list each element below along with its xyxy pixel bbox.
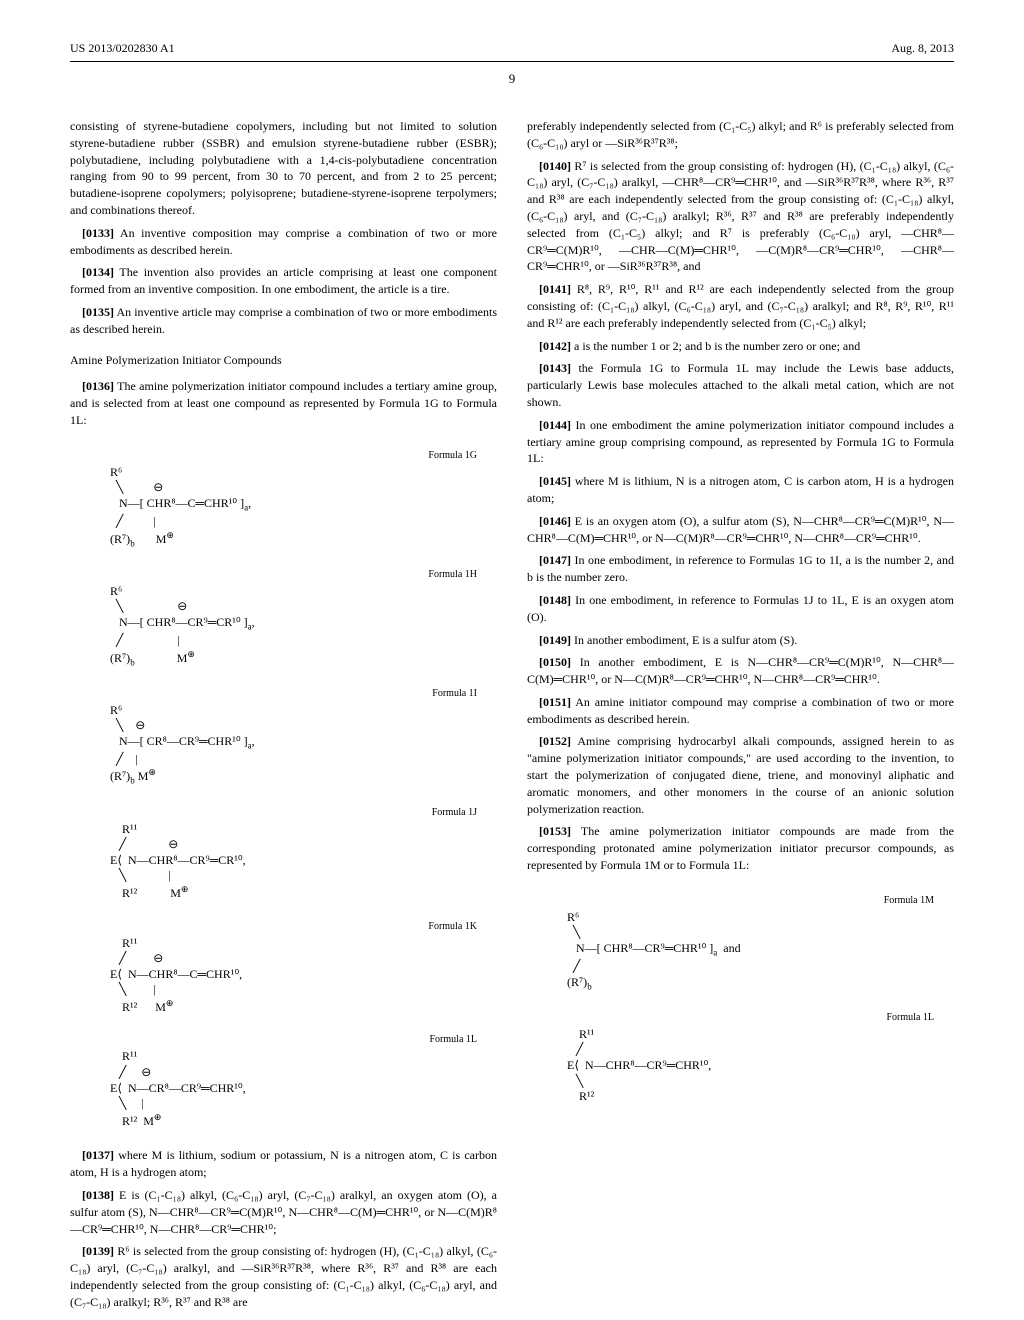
formula-1m-label: Formula 1M xyxy=(567,894,934,908)
formula-1h-structure: R⁶ ╲ ⊖ N—[ CHR⁸—CR⁹═CR¹⁰ ]a, ╱ | (R⁷)b M… xyxy=(110,584,497,669)
paragraph-0143: [0143] the Formula 1G to Formula 1L may … xyxy=(527,360,954,410)
para-text: E is an oxygen atom (O), a sulfur atom (… xyxy=(527,514,954,545)
formula-1i-label: Formula 1I xyxy=(110,687,477,701)
para-num: [0148] xyxy=(539,593,571,607)
para-num: [0140] xyxy=(539,159,571,173)
para-text: a is the number 1 or 2; and b is the num… xyxy=(574,339,860,353)
para-num: [0134] xyxy=(82,265,114,279)
paragraph-0145: [0145] where M is lithium, N is a nitrog… xyxy=(527,473,954,507)
para-text: Amine comprising hydrocarbyl alkali comp… xyxy=(527,734,954,815)
paragraph-0138: [0138] E is (C₁-C₁₈) alkyl, (C₆-C₁₈) ary… xyxy=(70,1187,497,1237)
para-text: An amine initiator compound may comprise… xyxy=(527,695,954,726)
paragraph-0153: [0153] The amine polymerization initiato… xyxy=(527,823,954,873)
formula-1j-label: Formula 1J xyxy=(110,806,477,820)
formula-1l2-label: Formula 1L xyxy=(567,1011,934,1025)
formula-1g-structure: R⁶ ╲ ⊖ N—[ CHR⁸—C═CHR¹⁰ ]a, ╱ | (R⁷)b M⊕ xyxy=(110,465,497,550)
para-text: R⁶ is selected from the group consisting… xyxy=(70,1244,497,1308)
para-text: the Formula 1G to Formula 1L may include… xyxy=(527,361,954,409)
para-text: In one embodiment, in reference to Formu… xyxy=(527,593,954,624)
right-column: preferably independently selected from (… xyxy=(527,118,954,1317)
paragraph-0135: [0135] An inventive article may comprise… xyxy=(70,304,497,338)
formula-1l2-structure: R¹¹ ╱ E⟨ N—CHR⁸—CR⁹═CHR¹⁰, ╲ R¹² xyxy=(567,1027,954,1105)
paragraph-0147: [0147] In one embodiment, in reference t… xyxy=(527,552,954,586)
para-text: In one embodiment, in reference to Formu… xyxy=(527,553,954,584)
para-text: An inventive article may comprise a comb… xyxy=(70,305,497,336)
formula-1l-label: Formula 1L xyxy=(110,1033,477,1047)
para-num: [0152] xyxy=(539,734,571,748)
paragraph-0150: [0150] In another embodiment, E is N—CHR… xyxy=(527,654,954,688)
content-columns: consisting of styrene-butadiene copolyme… xyxy=(70,118,954,1317)
formula-1k-structure: R¹¹ ╱ ⊖ E⟨ N—CHR⁸—C═CHR¹⁰, ╲ | R¹² M⊕ xyxy=(110,936,497,1016)
para-num: [0136] xyxy=(82,379,114,393)
para-text: E is (C₁-C₁₈) alkyl, (C₆-C₁₈) aryl, (C₇-… xyxy=(70,1188,497,1236)
para-num: [0139] xyxy=(82,1244,114,1258)
para-num: [0146] xyxy=(539,514,571,528)
para-num: [0142] xyxy=(539,339,571,353)
page-header: US 2013/0202830 A1 Aug. 8, 2013 xyxy=(70,40,954,62)
para-num: [0145] xyxy=(539,474,571,488)
paragraph-0144: [0144] In one embodiment the amine polym… xyxy=(527,417,954,467)
para-text: The amine polymerization initiator compo… xyxy=(527,824,954,872)
para-num: [0138] xyxy=(82,1188,114,1202)
page-number: 9 xyxy=(70,70,954,88)
formula-1l-structure: R¹¹ ╱ ⊖ E⟨ N—CR⁸—CR⁹═CHR¹⁰, ╲ | R¹² M⊕ xyxy=(110,1049,497,1129)
paragraph-0137: [0137] where M is lithium, sodium or pot… xyxy=(70,1147,497,1181)
para-num: [0147] xyxy=(539,553,571,567)
patent-number: US 2013/0202830 A1 xyxy=(70,40,175,57)
para-num: [0141] xyxy=(539,282,571,296)
para-text: The amine polymerization initiator compo… xyxy=(70,379,497,427)
formula-1k-label: Formula 1K xyxy=(110,920,477,934)
para-text: The invention also provides an article c… xyxy=(70,265,497,296)
para-text: R⁸, R⁹, R¹⁰, R¹¹ and R¹² are each indepe… xyxy=(527,282,954,330)
para-text: In another embodiment, E is a sulfur ato… xyxy=(574,633,797,647)
paragraph-0148: [0148] In one embodiment, in reference t… xyxy=(527,592,954,626)
formula-1m-structure: R⁶ ╲ N—[ CHR⁸—CR⁹═CHR¹⁰ ]a and ╱ (R⁷)b xyxy=(567,910,954,993)
paragraph-0133: [0133] An inventive composition may comp… xyxy=(70,225,497,259)
intro-paragraph: consisting of styrene-butadiene copolyme… xyxy=(70,118,497,219)
paragraph-0151: [0151] An amine initiator compound may c… xyxy=(527,694,954,728)
formula-1j-structure: R¹¹ ╱ ⊖ E⟨ N—CHR⁸—CR⁹═CR¹⁰, ╲ | R¹² M⊕ xyxy=(110,822,497,902)
paragraph-0134: [0134] The invention also provides an ar… xyxy=(70,264,497,298)
para-num: [0137] xyxy=(82,1148,114,1162)
para-num: [0151] xyxy=(539,695,571,709)
para-text: In another embodiment, E is N—CHR⁸—CR⁹═C… xyxy=(527,655,954,686)
intro-right: preferably independently selected from (… xyxy=(527,118,954,152)
para-text: R⁷ is selected from the group consisting… xyxy=(527,159,954,274)
para-text: An inventive composition may comprise a … xyxy=(70,226,497,257)
section-title: Amine Polymerization Initiator Compounds xyxy=(70,352,497,369)
left-column: consisting of styrene-butadiene copolyme… xyxy=(70,118,497,1317)
paragraph-0149: [0149] In another embodiment, E is a sul… xyxy=(527,632,954,649)
publication-date: Aug. 8, 2013 xyxy=(891,40,954,57)
para-text: where M is lithium, sodium or potassium,… xyxy=(70,1148,497,1179)
formula-block-right: Formula 1M R⁶ ╲ N—[ CHR⁸—CR⁹═CHR¹⁰ ]a an… xyxy=(567,894,954,1105)
paragraph-0139: [0139] R⁶ is selected from the group con… xyxy=(70,1243,497,1310)
para-num: [0153] xyxy=(539,824,571,838)
paragraph-0142: [0142] a is the number 1 or 2; and b is … xyxy=(527,338,954,355)
para-num: [0143] xyxy=(539,361,571,375)
paragraph-0136: [0136] The amine polymerization initiato… xyxy=(70,378,497,428)
formula-1i-structure: R⁶ ╲ ⊖ N—[ CR⁸—CR⁹═CHR¹⁰ ]a, ╱ | (R⁷)b M… xyxy=(110,703,497,788)
para-num: [0133] xyxy=(82,226,114,240)
paragraph-0152: [0152] Amine comprising hydrocarbyl alka… xyxy=(527,733,954,817)
formula-1h-label: Formula 1H xyxy=(110,568,477,582)
para-text: where M is lithium, N is a nitrogen atom… xyxy=(527,474,954,505)
para-num: [0149] xyxy=(539,633,571,647)
para-num: [0150] xyxy=(539,655,571,669)
paragraph-0146: [0146] E is an oxygen atom (O), a sulfur… xyxy=(527,513,954,547)
para-num: [0144] xyxy=(539,418,571,432)
paragraph-0140: [0140] R⁷ is selected from the group con… xyxy=(527,158,954,276)
formula-block: Formula 1G R⁶ ╲ ⊖ N—[ CHR⁸—C═CHR¹⁰ ]a, ╱… xyxy=(110,449,497,1130)
paragraph-0141: [0141] R⁸, R⁹, R¹⁰, R¹¹ and R¹² are each… xyxy=(527,281,954,331)
formula-1g-label: Formula 1G xyxy=(110,449,477,463)
para-text: In one embodiment the amine polymerizati… xyxy=(527,418,954,466)
para-num: [0135] xyxy=(82,305,114,319)
